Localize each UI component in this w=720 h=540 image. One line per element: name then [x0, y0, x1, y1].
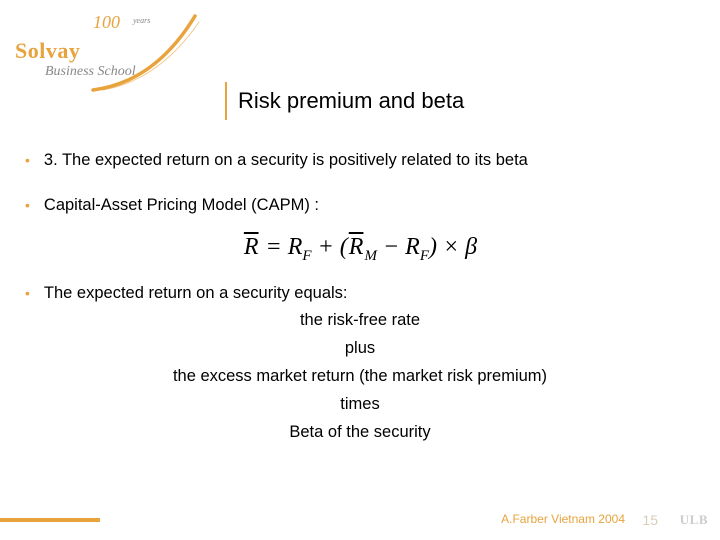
- bullet-item: • 3. The expected return on a security i…: [25, 150, 695, 171]
- content-area: • 3. The expected return on a security i…: [25, 150, 695, 446]
- title-divider: [225, 82, 227, 120]
- formula-minus: −: [377, 234, 405, 260]
- bullet-text: 3. The expected return on a security is …: [44, 150, 528, 171]
- formula-rf2: R: [405, 234, 420, 260]
- bullet-text: Capital-Asset Pricing Model (CAPM) :: [44, 195, 319, 216]
- explain-line: times: [25, 390, 695, 418]
- capm-formula: R = RF + (RM − RF) × β: [243, 234, 477, 265]
- footer-accent-bar: [0, 518, 100, 522]
- bullet-text: The expected return on a security equals…: [44, 283, 348, 304]
- slide-title: Risk premium and beta: [238, 88, 464, 114]
- logo-brand-name: Solvay: [15, 38, 80, 64]
- logo-anniversary: 100: [93, 12, 120, 33]
- footer-author: A.Farber Vietnam 2004: [501, 512, 625, 526]
- formula-rf: R: [288, 234, 303, 260]
- formula-plus: + (: [312, 234, 348, 260]
- formula-rf2-sub: F: [420, 248, 429, 264]
- page-number: 15: [642, 512, 658, 528]
- formula-rm-sub: M: [364, 248, 377, 264]
- bullet-dot-icon: •: [25, 150, 30, 171]
- formula-lhs: R: [243, 234, 260, 261]
- formula-eq: =: [260, 234, 288, 260]
- formula-rf-sub: F: [302, 248, 311, 264]
- formula-close: ) ×: [429, 234, 465, 260]
- bullet-dot-icon: •: [25, 283, 30, 304]
- logo-area: 100 years Solvay Business School: [15, 10, 225, 105]
- explanation-lines: the risk-free rate plus the excess marke…: [25, 306, 695, 446]
- logo-years-label: years: [133, 16, 150, 25]
- ulb-logo: ULB: [680, 512, 708, 528]
- explain-line: Beta of the security: [25, 418, 695, 446]
- formula-area: R = RF + (RM − RF) × β: [25, 234, 695, 265]
- formula-rm: R: [348, 234, 365, 261]
- explain-line: the risk-free rate: [25, 306, 695, 334]
- explain-line: the excess market return (the market ris…: [25, 362, 695, 390]
- bullet-dot-icon: •: [25, 195, 30, 216]
- bullet-item: • The expected return on a security equa…: [25, 283, 695, 304]
- logo-brand-subname: Business School: [45, 64, 136, 80]
- bullet-item: • Capital-Asset Pricing Model (CAPM) :: [25, 195, 695, 216]
- explain-line: plus: [25, 334, 695, 362]
- formula-beta: β: [465, 234, 477, 260]
